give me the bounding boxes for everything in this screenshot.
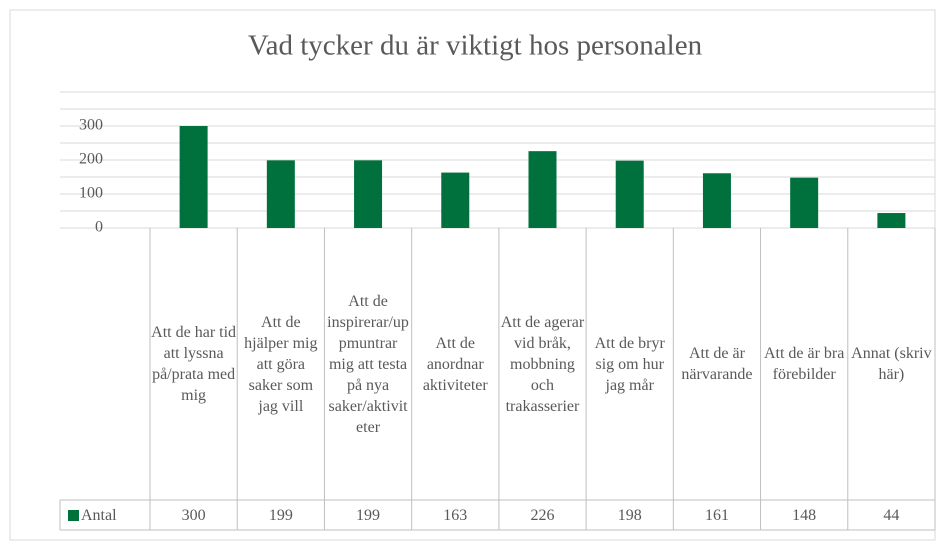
bar <box>615 160 644 228</box>
bar <box>179 126 208 228</box>
bar <box>702 173 731 228</box>
table-value: 163 <box>443 506 468 524</box>
table-value: 148 <box>792 506 817 524</box>
bar <box>877 213 906 228</box>
category-label: Att de hjälper mig att göra saker som ja… <box>244 313 318 415</box>
table-value: 226 <box>530 506 555 524</box>
category-label: Att de anordnar aktiviteter <box>422 334 488 394</box>
y-tick-label: 100 <box>79 185 103 202</box>
chart-frame <box>9 9 936 541</box>
category-label: Att de agerar vid bråk, mobbning och tra… <box>500 313 585 415</box>
table-value: 199 <box>356 506 381 524</box>
category-label: Att de är närvarande <box>681 345 753 383</box>
bar <box>354 160 383 228</box>
category-label: Att de inspirerar/uppmuntrar mig att tes… <box>327 292 409 436</box>
bar <box>266 160 295 228</box>
category-label: Annat (skriv här) <box>851 345 932 383</box>
y-tick-label: 0 <box>95 219 103 236</box>
bar <box>528 151 557 228</box>
category-label: Att de är bra förebilder <box>763 345 845 383</box>
legend-label: Antal <box>81 506 117 524</box>
table-value: 199 <box>268 506 293 524</box>
table-value: 198 <box>617 506 642 524</box>
category-label: Att de bryr sig om hur jag mår <box>594 334 665 394</box>
chart-title: Vad tycker du är viktigt hos personalen <box>248 30 703 62</box>
table-value: 300 <box>181 506 206 524</box>
table-value: 161 <box>704 506 729 524</box>
legend-swatch <box>68 510 79 521</box>
bar <box>441 172 470 228</box>
table-value: 44 <box>883 506 900 524</box>
category-label: Att de har tid att lyssna på/prata med m… <box>151 324 237 404</box>
y-tick-label: 200 <box>79 151 103 168</box>
bar <box>790 177 819 228</box>
y-tick-label: 300 <box>79 117 103 134</box>
